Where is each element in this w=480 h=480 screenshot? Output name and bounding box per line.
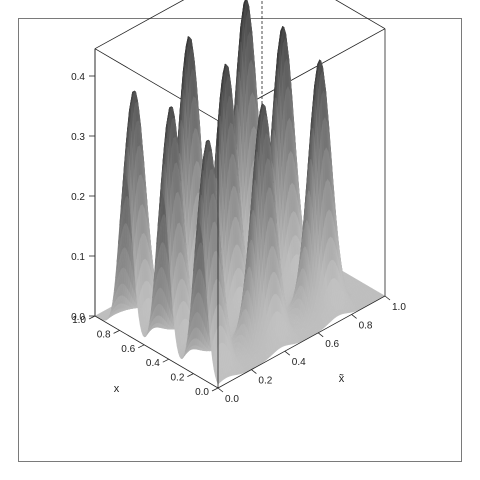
box-edge bbox=[94, 0, 185, 50]
surface-mesh bbox=[94, 0, 386, 385]
box-edge bbox=[94, 48, 219, 122]
box-edge bbox=[335, 0, 386, 30]
